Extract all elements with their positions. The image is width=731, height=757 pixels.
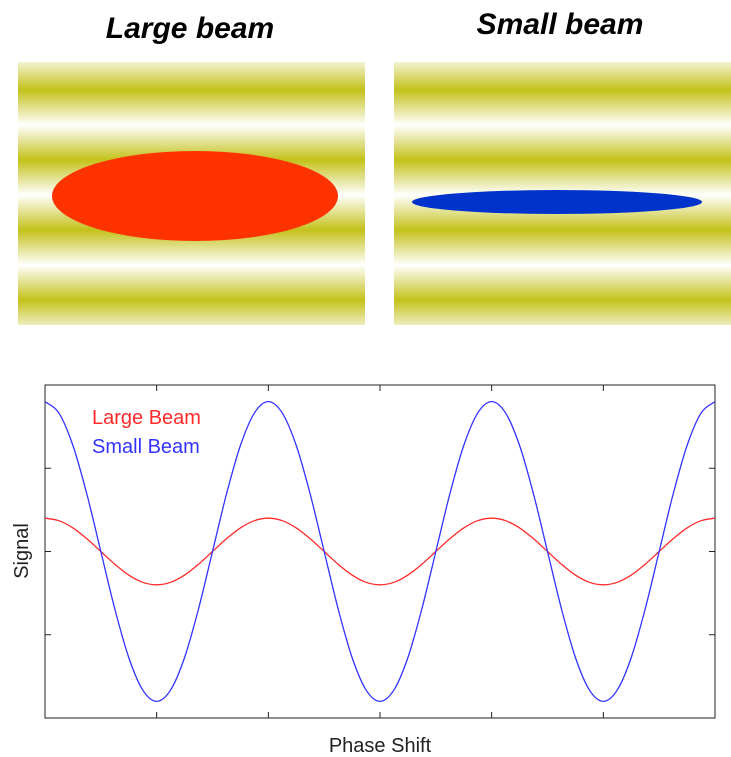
legend-entry: Large Beam xyxy=(92,407,201,429)
panel-title: Small beam xyxy=(477,8,644,41)
line-series xyxy=(44,517,716,586)
y-axis-label: Signal xyxy=(11,523,33,579)
legend-entry: Small Beam xyxy=(92,436,200,458)
plot-frame xyxy=(44,384,716,719)
panel-title: Large beam xyxy=(106,12,274,45)
large-beam xyxy=(52,151,338,241)
line-series xyxy=(44,400,716,703)
x-axis-label: Phase Shift xyxy=(329,735,432,757)
small-beam xyxy=(412,190,702,214)
